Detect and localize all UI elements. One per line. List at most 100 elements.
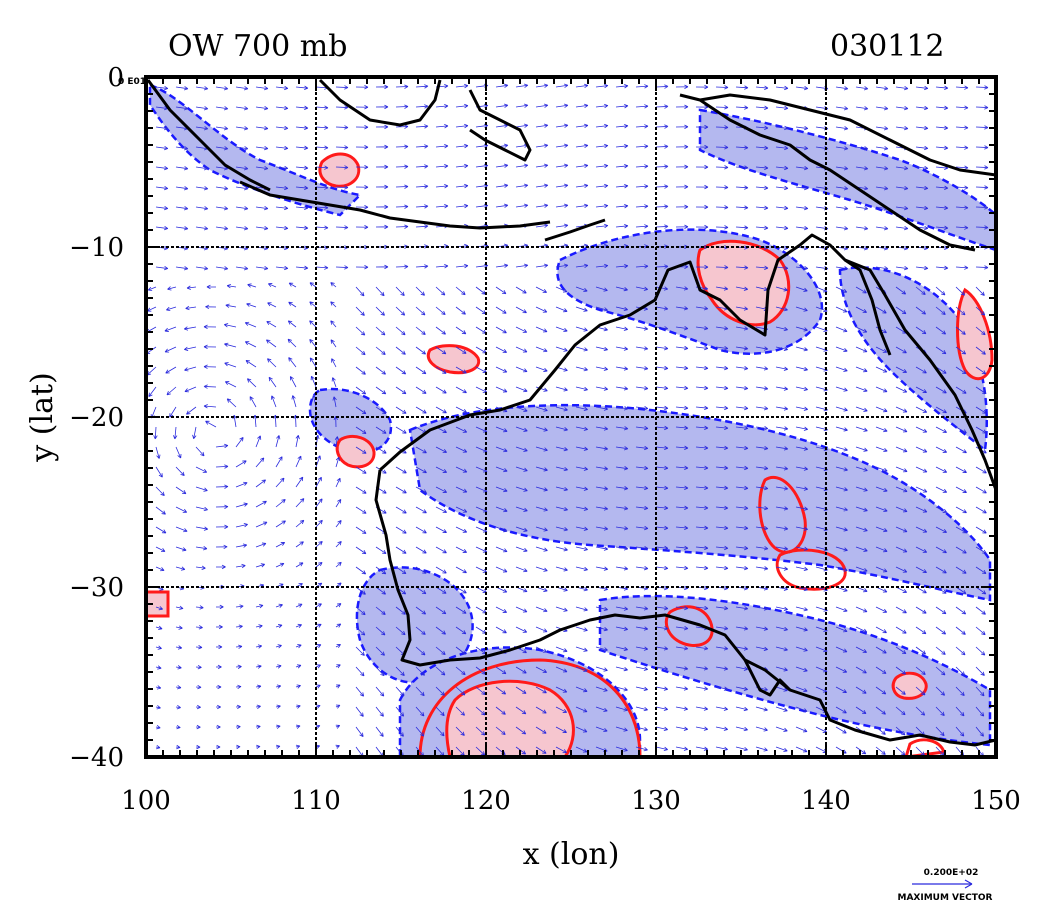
wind-vector	[975, 105, 989, 110]
wind-vector	[915, 306, 927, 315]
wind-vector	[275, 664, 282, 669]
wind-vector	[395, 224, 409, 229]
wind-vector	[935, 566, 947, 574]
wind-vector	[295, 125, 309, 131]
wind-vector	[695, 144, 709, 150]
wind-vector	[955, 205, 969, 210]
wind-vector	[575, 263, 589, 269]
wind-vector	[855, 666, 867, 674]
wind-vector	[915, 646, 927, 655]
wind-vector	[775, 626, 788, 632]
wind-vector	[555, 546, 568, 552]
wind-vector	[575, 746, 588, 753]
wind-vector	[775, 145, 789, 151]
wind-vector	[435, 144, 449, 149]
wind-vector	[375, 264, 389, 270]
wind-vector	[835, 206, 849, 211]
wind-vector	[855, 466, 868, 472]
wind-vector	[655, 124, 669, 129]
wind-vector	[415, 706, 425, 717]
wind-vector	[375, 184, 389, 190]
wind-vector	[309, 320, 317, 328]
wind-vector	[515, 466, 528, 472]
wind-vector	[775, 286, 788, 292]
wind-vector	[175, 685, 182, 690]
wind-vector	[755, 265, 769, 270]
wind-vector	[475, 706, 486, 716]
wind-vector	[183, 326, 197, 331]
wind-vector	[855, 326, 868, 333]
wind-vector	[715, 185, 729, 190]
wind-vector	[475, 506, 488, 513]
wind-vector	[635, 485, 649, 491]
wind-vector	[655, 204, 669, 209]
wind-vector	[755, 506, 769, 511]
wind-vector	[455, 183, 469, 189]
wind-vector	[395, 686, 405, 697]
wind-vector	[775, 225, 789, 231]
wind-vector	[755, 366, 769, 371]
reference-vector-key: 0.200E+02 MAXIMUM VECTOR	[897, 868, 992, 903]
wind-vector	[675, 164, 689, 170]
wind-vector	[935, 726, 945, 737]
wind-vector	[315, 205, 329, 210]
wind-vector	[235, 604, 244, 609]
wind-vector	[615, 706, 628, 712]
wind-vector	[255, 744, 261, 750]
wind-vector	[275, 165, 289, 171]
wind-vector	[195, 625, 203, 630]
wind-vector	[255, 165, 269, 171]
wind-vector	[835, 446, 848, 452]
wind-vector	[575, 163, 589, 169]
wind-vector	[315, 165, 329, 170]
wind-vector	[575, 326, 588, 332]
wind-vector	[615, 326, 628, 331]
reference-vector-value: 0.200E+02	[924, 868, 979, 878]
wind-vector	[355, 124, 369, 130]
wind-vector	[255, 225, 269, 231]
wind-vector	[555, 606, 568, 612]
wind-vector	[455, 626, 467, 635]
wind-vector	[215, 644, 223, 650]
wind-vector	[435, 486, 448, 493]
wind-vector	[775, 105, 789, 111]
wind-vector	[515, 366, 528, 373]
wind-vector	[955, 326, 966, 335]
wind-vector	[855, 426, 868, 432]
wind-vector	[515, 426, 528, 432]
wind-vector	[555, 566, 568, 572]
wind-vector	[315, 644, 322, 649]
y-tick-label: −30	[69, 573, 124, 603]
positive-blob-west	[335, 435, 376, 469]
wind-vector	[775, 746, 788, 752]
wind-vector	[555, 506, 568, 512]
wind-vector	[495, 606, 508, 613]
wind-vector	[675, 746, 689, 751]
wind-vector	[875, 566, 888, 573]
wind-vector	[275, 85, 289, 91]
wind-vector	[655, 726, 668, 731]
wind-vector	[855, 486, 868, 492]
wind-vector	[795, 426, 809, 431]
wind-vector	[395, 666, 405, 676]
wind-vector	[735, 505, 749, 511]
wind-vector	[655, 104, 669, 109]
wind-vector	[595, 223, 609, 229]
wind-vector	[855, 646, 867, 653]
wind-vector	[935, 185, 949, 191]
wind-vector	[795, 185, 809, 191]
wind-vector	[915, 466, 928, 473]
wind-vector	[225, 303, 237, 308]
positive-blob-interior-2	[775, 548, 847, 591]
wind-vector	[795, 566, 808, 572]
wind-vector	[415, 286, 425, 296]
wind-vector	[255, 205, 269, 211]
wind-vector	[615, 306, 628, 312]
wind-vector	[315, 476, 322, 488]
wind-vector	[334, 436, 340, 448]
wind-vector	[415, 666, 425, 676]
wind-vector	[495, 506, 508, 513]
wind-vector	[535, 726, 547, 734]
wind-vector	[675, 706, 689, 711]
corner-label: 0 E01	[118, 77, 146, 87]
